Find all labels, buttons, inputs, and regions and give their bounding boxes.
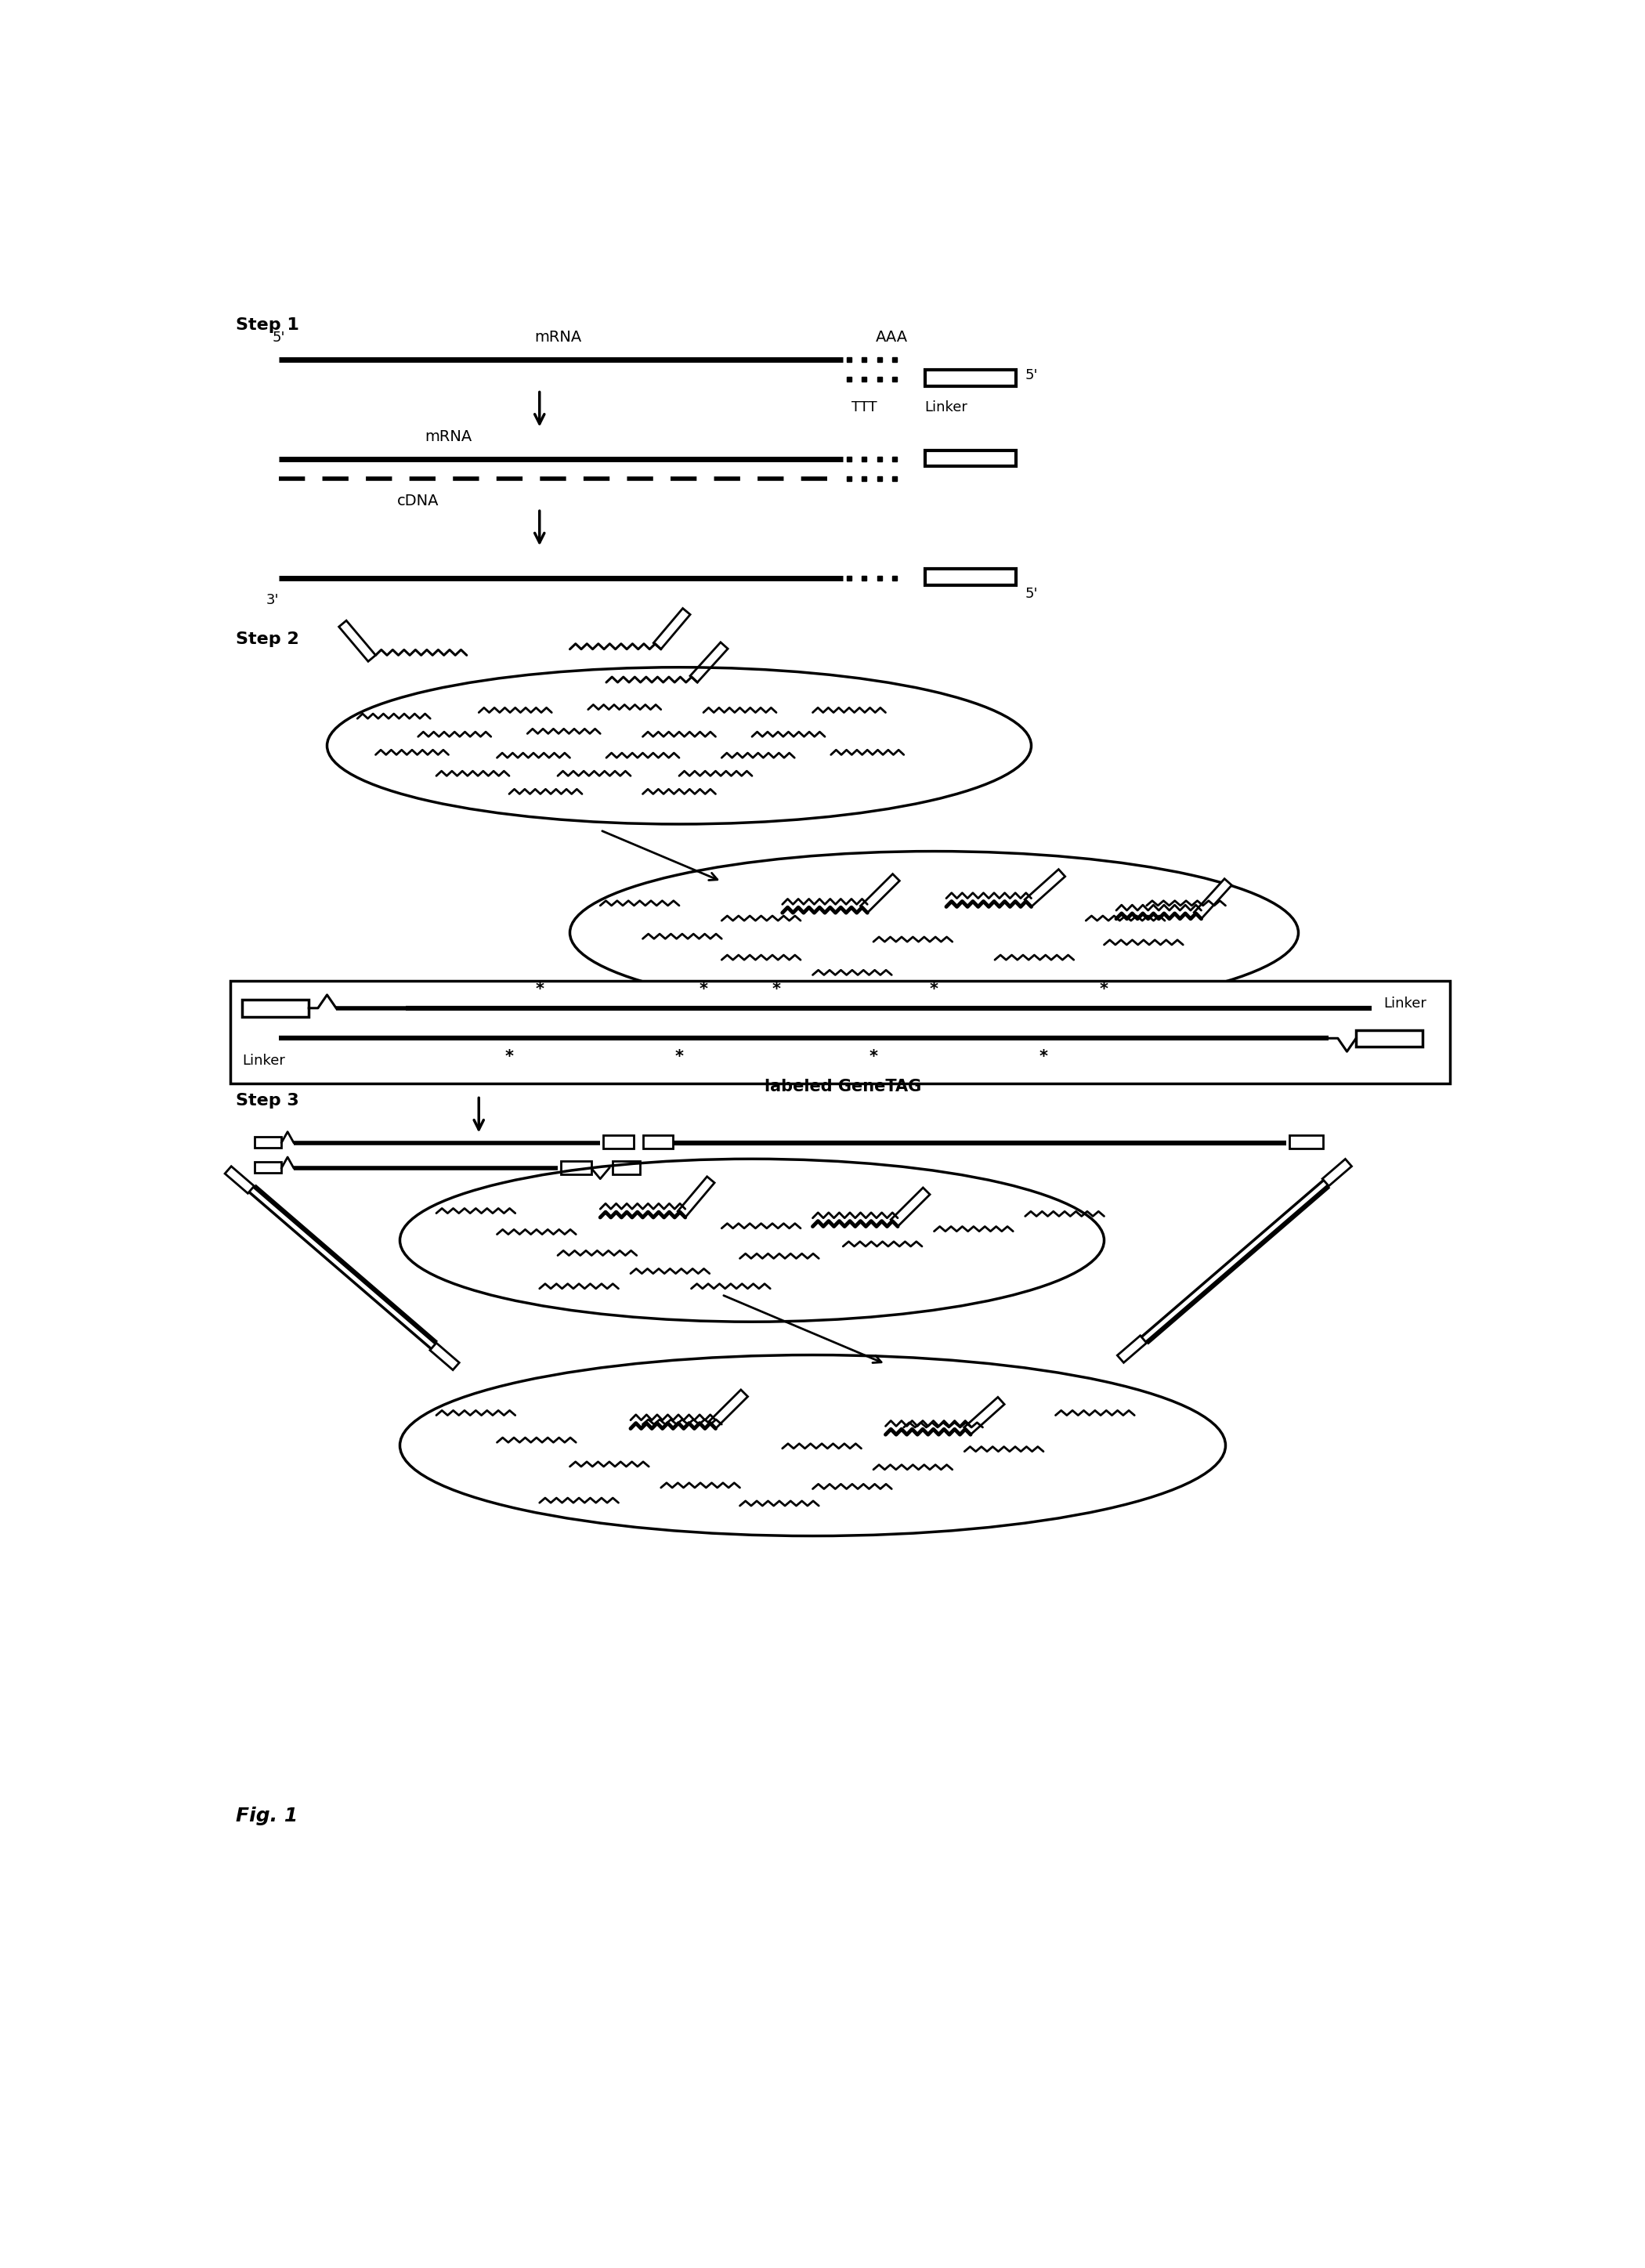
Text: Linker: Linker bbox=[1383, 996, 1426, 1009]
Bar bbox=[1290, 1136, 1323, 1148]
Polygon shape bbox=[691, 642, 727, 683]
Polygon shape bbox=[1194, 878, 1232, 919]
Text: Linker: Linker bbox=[242, 1052, 285, 1068]
Polygon shape bbox=[225, 1166, 255, 1193]
Polygon shape bbox=[653, 608, 691, 649]
Text: 5': 5' bbox=[1025, 367, 1038, 383]
Text: 5': 5' bbox=[1025, 587, 1038, 601]
Bar bbox=[255, 1161, 281, 1173]
Text: AAA: AAA bbox=[875, 329, 908, 345]
Polygon shape bbox=[709, 1390, 748, 1429]
Bar bbox=[924, 370, 1017, 386]
Bar bbox=[643, 1136, 673, 1148]
Text: 3': 3' bbox=[266, 592, 280, 608]
Polygon shape bbox=[892, 1188, 929, 1227]
Text: *: * bbox=[1040, 1050, 1048, 1064]
Polygon shape bbox=[429, 1343, 459, 1370]
Polygon shape bbox=[1323, 1159, 1352, 1186]
Text: Step 1: Step 1 bbox=[235, 318, 299, 333]
Text: mRNA: mRNA bbox=[535, 329, 581, 345]
Polygon shape bbox=[860, 873, 900, 912]
Bar bbox=[604, 1136, 633, 1148]
Text: *: * bbox=[929, 982, 938, 998]
Bar bbox=[230, 982, 1451, 1084]
Bar bbox=[1355, 1030, 1423, 1048]
Text: Linker: Linker bbox=[924, 399, 967, 415]
Text: TTT: TTT bbox=[852, 399, 877, 415]
Text: cDNA: cDNA bbox=[396, 494, 439, 508]
Text: Step 3: Step 3 bbox=[235, 1093, 299, 1109]
Text: *: * bbox=[772, 982, 781, 998]
Polygon shape bbox=[1117, 1336, 1147, 1363]
Text: *: * bbox=[674, 1050, 683, 1064]
Text: Fig. 1: Fig. 1 bbox=[235, 1808, 298, 1826]
Bar bbox=[561, 1161, 591, 1175]
Bar bbox=[924, 569, 1017, 585]
Bar bbox=[255, 1136, 281, 1148]
Text: labeled GeneTAG: labeled GeneTAG bbox=[765, 1080, 921, 1095]
Text: Step 2: Step 2 bbox=[235, 631, 299, 646]
Polygon shape bbox=[678, 1177, 714, 1218]
Text: *: * bbox=[1101, 982, 1109, 998]
Text: *: * bbox=[699, 982, 707, 998]
Text: 5': 5' bbox=[273, 331, 285, 345]
Text: *: * bbox=[869, 1050, 878, 1064]
Bar bbox=[612, 1161, 640, 1175]
Text: mRNA: mRNA bbox=[424, 429, 472, 445]
Bar bbox=[924, 449, 1017, 467]
Text: *: * bbox=[535, 982, 544, 998]
Polygon shape bbox=[964, 1397, 1005, 1436]
Bar bbox=[242, 1000, 309, 1016]
Text: *: * bbox=[505, 1050, 513, 1064]
Polygon shape bbox=[339, 621, 375, 662]
Polygon shape bbox=[1025, 869, 1064, 907]
